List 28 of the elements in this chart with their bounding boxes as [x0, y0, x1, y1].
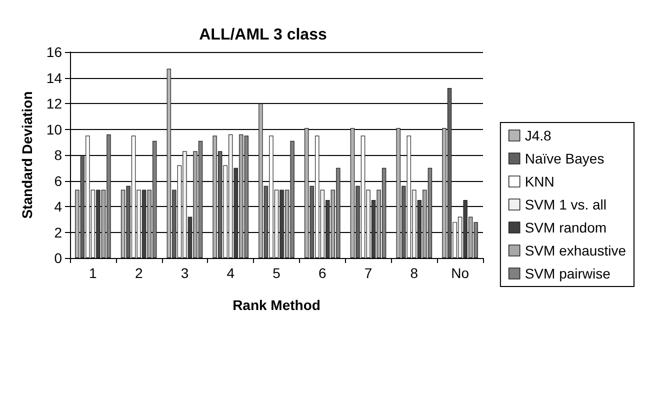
x-axis-title: Rank Method — [232, 297, 320, 313]
legend-label: SVM random — [524, 220, 607, 236]
x-tick-label: 3 — [180, 265, 189, 281]
x-tick-label: 4 — [226, 265, 235, 281]
y-tick-label: 8 — [54, 147, 62, 163]
legend-label: SVM exhaustive — [524, 242, 626, 258]
x-tick-label: 5 — [272, 265, 281, 281]
y-tick-label: 6 — [54, 172, 62, 189]
x-tick-label: No — [451, 265, 470, 281]
chart-title: ALL/AML 3 class — [199, 26, 327, 44]
x-tick-label: 6 — [318, 265, 326, 281]
legend-label: Naïve Bayes — [524, 150, 604, 166]
y-tick-label: 10 — [46, 121, 62, 138]
x-tick-label: 7 — [364, 265, 372, 281]
x-tick-label: 1 — [89, 265, 98, 281]
y-tick-label: 2 — [54, 224, 62, 240]
x-tick-label: 2 — [134, 265, 143, 281]
y-tick-label: 4 — [54, 198, 62, 214]
x-tick-label: 8 — [410, 265, 418, 281]
y-axis-title: Standard Deviation — [19, 91, 35, 219]
y-tick-label: 16 — [46, 44, 62, 60]
y-tick-label: 12 — [46, 96, 62, 112]
legend-label: SVM 1 vs. all — [524, 196, 607, 212]
y-tick-label: 14 — [46, 70, 62, 86]
y-tick-label: 0 — [54, 250, 62, 266]
legend-label: SVM pairwise — [524, 266, 611, 282]
legend-label: KNN — [524, 174, 554, 190]
legend-label: J4.8 — [524, 128, 552, 144]
